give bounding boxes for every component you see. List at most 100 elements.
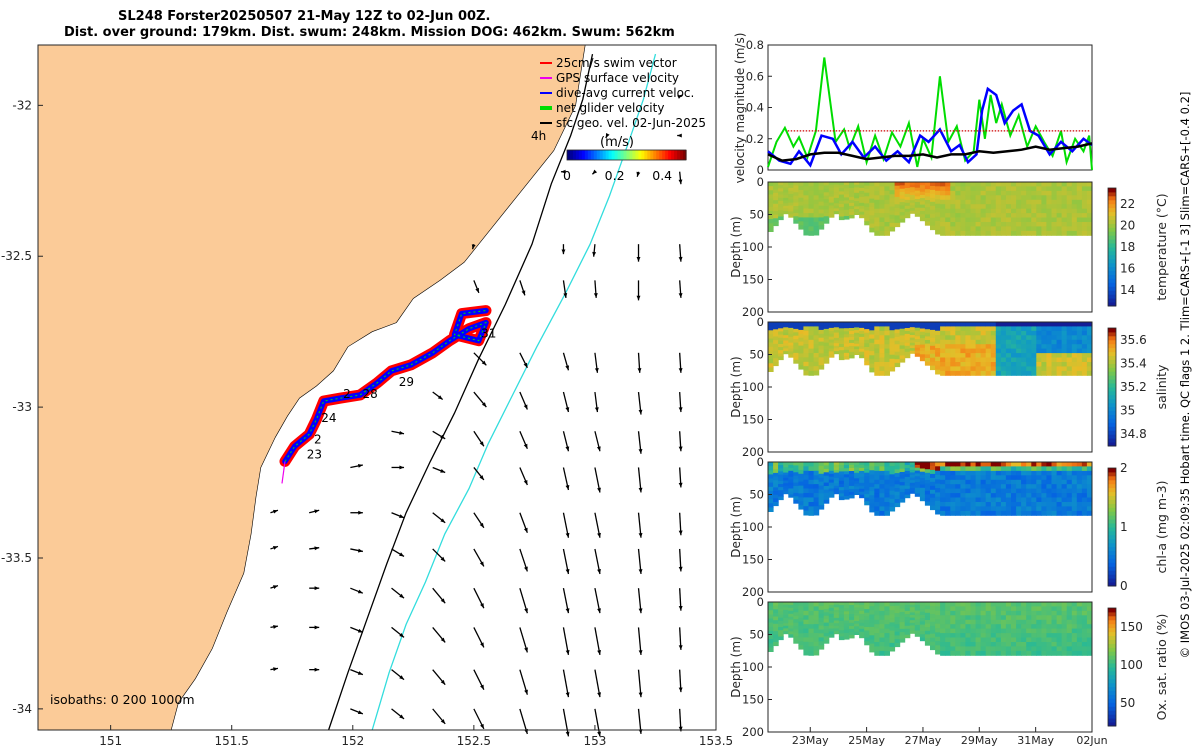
geo-vector-head	[565, 365, 570, 371]
heatmap-cell	[818, 365, 825, 370]
heatmap-cell	[965, 362, 971, 367]
heatmap-cell	[798, 645, 804, 650]
heatmap-cell	[1046, 637, 1052, 643]
heatmap-cell	[1046, 493, 1052, 498]
heatmap-colorbar-segment	[1108, 294, 1116, 299]
heatmap-cell	[874, 344, 880, 350]
heatmap-cell	[914, 622, 921, 626]
heatmap-colorbar-tick-label: 50	[1120, 696, 1135, 710]
heatmap-cell	[773, 336, 779, 341]
heatmap-cell	[914, 193, 921, 197]
heatmap-cell	[783, 340, 789, 344]
velocity-y-tick-label: 0	[757, 163, 764, 177]
heatmap-cell	[813, 619, 820, 625]
heatmap-cell	[980, 344, 987, 350]
heatmap-cell	[960, 322, 966, 327]
heatmap-cell	[788, 182, 794, 186]
heatmap-cell	[778, 474, 784, 479]
heatmap-cell	[813, 501, 820, 507]
heatmap-cell	[970, 475, 977, 481]
heatmap-cell	[995, 624, 1002, 630]
heatmap-cell	[955, 208, 961, 214]
heatmap-cell	[914, 470, 921, 474]
heatmap-cell	[838, 611, 845, 615]
heatmap-cell	[970, 628, 977, 634]
heatmap-cell	[919, 214, 926, 218]
colorbar-segment	[608, 150, 613, 160]
heatmap-cell	[935, 208, 941, 213]
heatmap-cell	[1076, 357, 1083, 363]
heatmap-cell	[864, 329, 870, 334]
heatmap-cell	[919, 462, 926, 466]
heatmap-cell	[919, 497, 926, 502]
heatmap-cell	[1066, 646, 1073, 652]
heatmap-cell	[945, 362, 951, 367]
heatmap-cell	[924, 182, 931, 187]
heatmap-cell	[965, 366, 971, 372]
heatmap-cell	[945, 195, 951, 201]
heatmap-cell	[1081, 466, 1088, 472]
heatmap-cell	[990, 353, 997, 358]
heatmap-cell	[849, 182, 855, 186]
heatmap-colorbar-segment	[1108, 542, 1116, 548]
heatmap-cell	[940, 650, 946, 656]
heatmap-cell	[909, 490, 916, 494]
heatmap-cell	[778, 207, 784, 211]
heatmap-cell	[884, 470, 890, 476]
heatmap-cell	[783, 462, 789, 466]
heatmap-cell	[783, 477, 789, 481]
heatmap-colorbar-segment	[1108, 375, 1116, 380]
heatmap-cell	[1076, 362, 1083, 367]
heatmap-cell	[1016, 204, 1022, 210]
heatmap-cell	[940, 348, 946, 354]
heatmap-cell	[783, 623, 789, 627]
heatmap-cell	[899, 348, 906, 353]
heatmap-cell	[889, 346, 896, 352]
heatmap-cell	[1081, 619, 1088, 625]
heatmap-cell	[879, 208, 885, 214]
heatmap-cell	[1056, 199, 1063, 205]
heatmap-cell	[960, 466, 966, 472]
heatmap-cell	[955, 199, 961, 205]
heatmap-cell	[985, 362, 992, 367]
heatmap-cell	[864, 483, 870, 488]
heatmap-cell	[940, 479, 946, 485]
heatmap-cell	[884, 602, 890, 607]
heatmap-cell	[965, 633, 971, 638]
heatmap-cell	[828, 473, 835, 478]
heatmap-cell	[1026, 479, 1032, 485]
heatmap-cell	[849, 348, 855, 353]
heatmap-cell	[1086, 510, 1093, 516]
heatmap-cell	[990, 204, 997, 210]
heatmap-colorbar-tick-label: 150	[1120, 620, 1143, 634]
geo-vector-head	[399, 552, 405, 557]
heatmap-cell	[864, 619, 870, 624]
heatmap-cell	[924, 343, 931, 348]
heatmap-cell	[1036, 344, 1042, 350]
heatmap-cell	[904, 333, 911, 338]
heatmap-cell	[1036, 602, 1042, 607]
heatmap-cell	[950, 610, 956, 616]
heatmap-cell	[1000, 226, 1007, 232]
heatmap-cell	[914, 464, 921, 469]
heatmap-cell	[894, 336, 901, 342]
heatmap-cell	[1051, 619, 1058, 625]
heatmap-cell	[1021, 348, 1027, 354]
heatmap-cell	[884, 370, 890, 376]
heatmap-cell	[813, 348, 820, 354]
heatmap-cell	[778, 340, 784, 345]
heatmap-cell	[889, 322, 896, 327]
heatmap-cell	[1046, 610, 1052, 616]
colorbar-segment	[644, 150, 648, 160]
heatmap-cell	[1046, 370, 1052, 376]
heatmap-cell	[1016, 602, 1022, 607]
heatmap-cell	[1086, 330, 1093, 336]
heatmap-cell	[940, 182, 946, 187]
velocity-series-line	[767, 86, 1093, 168]
heatmap-cell	[1086, 366, 1093, 372]
heatmap-cell	[914, 616, 921, 620]
heatmap-cell	[803, 501, 809, 507]
heatmap-cell	[889, 470, 896, 475]
heatmap-cell	[793, 602, 799, 606]
heatmap-cell	[950, 624, 956, 630]
